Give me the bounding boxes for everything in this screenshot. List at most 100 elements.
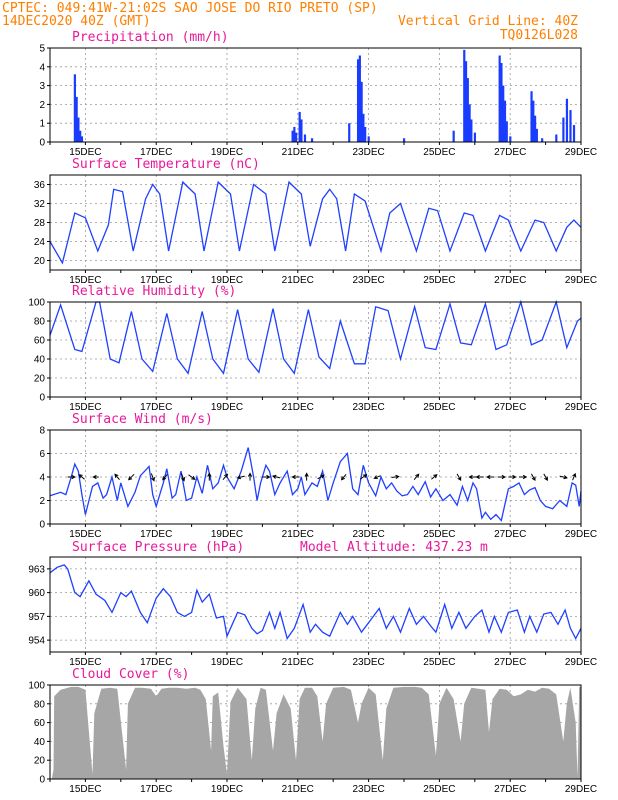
header-location: CPTEC: 049:41W-21:02S SAO JOSE DO RIO PR…: [2, 1, 378, 16]
panel-title-cloud-cover: Cloud Cover (%): [72, 667, 189, 682]
y-tick-label: 3: [39, 81, 45, 92]
precip-bar: [509, 136, 512, 142]
wind-vector: [207, 472, 212, 481]
y-tick-label: 0: [39, 138, 45, 149]
x-tick-label: 19DEC: [211, 147, 243, 158]
panel-title-wind: Surface Wind (m/s): [72, 412, 213, 427]
panel-title-precipitation: Precipitation (mm/h): [72, 30, 229, 45]
wind-vector: [127, 473, 135, 481]
wind-vector: [114, 473, 120, 481]
precip-bar: [505, 121, 508, 142]
y-tick-label: 20: [34, 374, 46, 385]
precip-bar: [73, 74, 76, 142]
precip-bar: [466, 78, 469, 142]
x-tick-label: 21DEC: [282, 402, 314, 413]
wind-vector: [359, 474, 368, 480]
y-tick-label: 0: [39, 520, 45, 531]
precip-bar: [360, 81, 363, 142]
x-tick-label: 21DEC: [282, 275, 314, 286]
wind-vector: [304, 472, 309, 481]
precip-bar: [541, 138, 544, 142]
panel-pres: 954 957 960 963 15DEC 17DEC 19DEC 21DEC 23DEC 25D…: [28, 556, 597, 668]
x-tick-label: 19DEC: [211, 657, 243, 668]
precip-bar: [555, 134, 558, 142]
x-tick-label: 25DEC: [423, 275, 455, 286]
y-tick-label: 60: [34, 336, 46, 347]
y-tick-label: 1: [39, 119, 45, 130]
x-tick-label: 21DEC: [282, 784, 314, 795]
panel-precip: 0 1 2 3 4 5 15DEC 17DEC 19DEC 21DEC 23DEC 25DEC 27DE…: [39, 44, 597, 159]
wind-vector: [518, 474, 528, 480]
precip-bar: [503, 100, 507, 142]
wind-vector: [78, 474, 85, 480]
precip-bar: [348, 123, 351, 142]
wind-vector: [431, 474, 438, 480]
wind-vector: [247, 472, 253, 481]
y-tick-label: 36: [34, 180, 46, 191]
panel-wind: 0 2 4 6 8 15DEC 17DEC 19DEC 21DEC 23DEC 25DEC 27DEC…: [39, 426, 597, 541]
x-tick-label: 23DEC: [352, 529, 384, 540]
precip-bar: [500, 63, 503, 142]
x-tick-label: 17DEC: [140, 657, 172, 668]
x-tick-label: 29DEC: [565, 784, 597, 795]
cloud-cover-area: [50, 686, 581, 779]
x-tick-label: 27DEC: [494, 147, 526, 158]
wind-vector: [291, 474, 300, 480]
x-tick-label: 29DEC: [565, 275, 597, 286]
precip-bar: [463, 49, 466, 142]
x-tick-label: 15DEC: [69, 784, 101, 795]
y-tick-label: 8: [39, 426, 45, 437]
series-line-rh: [49, 299, 582, 375]
x-tick-label: 29DEC: [565, 657, 597, 668]
x-tick-label: 27DEC: [494, 529, 526, 540]
x-tick-label: 15DEC: [69, 402, 101, 413]
wind-vector: [413, 473, 420, 481]
x-tick-label: 29DEC: [565, 529, 597, 540]
panel-title-temperature: Surface Temperature (nC): [72, 157, 260, 172]
precip-bar: [470, 119, 473, 142]
y-tick-label: 80: [34, 699, 46, 710]
x-tick-label: 17DEC: [140, 784, 172, 795]
wind-vector: [508, 474, 517, 480]
precip-bar: [80, 136, 84, 142]
precip-bar: [293, 126, 296, 142]
x-tick-label: 21DEC: [282, 529, 314, 540]
precip-bar: [358, 55, 361, 142]
y-tick-label: 24: [34, 237, 46, 248]
panel-frame: [49, 301, 582, 398]
precip-bar: [300, 119, 303, 142]
y-tick-label: 2: [39, 496, 45, 507]
y-tick-label: 2: [39, 100, 45, 111]
wind-vector: [530, 473, 536, 482]
y-tick-label: 6: [39, 449, 45, 460]
y-tick-label: 80: [34, 317, 46, 328]
wind-vector: [373, 475, 381, 480]
x-tick-label: 29DEC: [565, 147, 597, 158]
wind-vector: [222, 473, 229, 481]
y-tick-label: 954: [28, 636, 45, 647]
precip-bar: [533, 115, 537, 142]
precip-bar: [367, 136, 370, 142]
x-tick-label: 27DEC: [494, 402, 526, 413]
precip-bar: [502, 85, 505, 142]
precip-bar: [77, 117, 80, 142]
x-tick-label: 19DEC: [211, 784, 243, 795]
x-tick-label: 17DEC: [140, 147, 172, 158]
wind-vector: [475, 474, 484, 480]
precip-bar: [572, 125, 576, 142]
wind-vector: [262, 474, 271, 480]
wind-vector: [188, 474, 196, 480]
precip-bar: [310, 138, 314, 142]
x-tick-label: 19DEC: [211, 275, 243, 286]
y-tick-label: 40: [34, 737, 46, 748]
precip-bar: [303, 134, 307, 142]
wind-vector: [456, 473, 462, 482]
y-tick-label: 0: [39, 393, 45, 404]
wind-vector: [468, 474, 477, 480]
y-tick-label: 957: [28, 612, 45, 623]
precip-bar: [291, 130, 294, 142]
precip-bar: [535, 128, 538, 142]
panel-title-pressure: Surface Pressure (hPa): [72, 540, 244, 555]
x-tick-label: 15DEC: [69, 529, 101, 540]
